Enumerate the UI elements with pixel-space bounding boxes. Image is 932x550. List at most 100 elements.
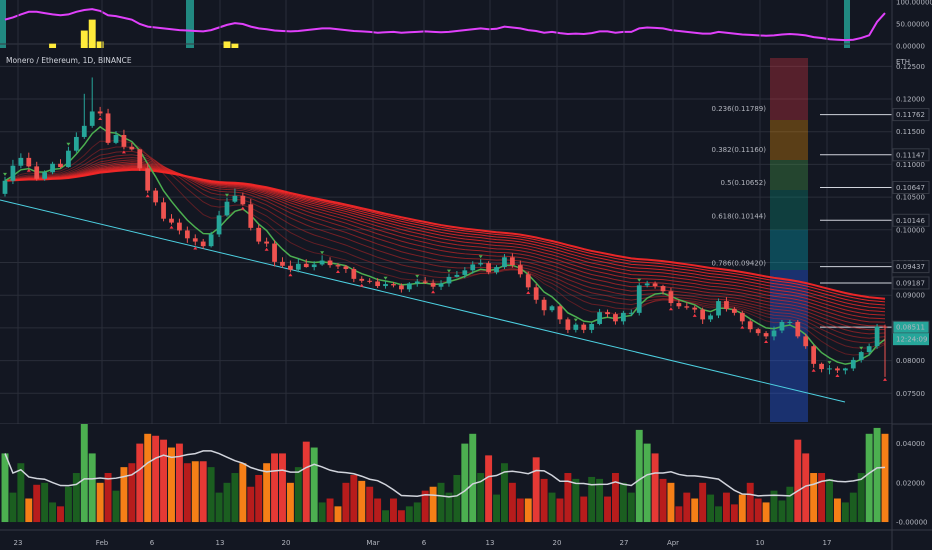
vol-bar — [421, 490, 429, 523]
vol-bar — [564, 473, 572, 523]
sell-marker — [335, 270, 340, 274]
time-tick-10: Apr — [667, 539, 679, 547]
candle — [399, 283, 404, 293]
vol-bar — [691, 498, 699, 523]
vol-bar — [580, 496, 588, 523]
candle — [264, 237, 269, 247]
vol-bar — [96, 482, 104, 523]
candle — [161, 197, 166, 222]
vol-bar — [873, 427, 881, 523]
sell-marker — [431, 290, 436, 294]
vol-bar — [675, 506, 683, 523]
vol-bar — [279, 453, 286, 523]
candle — [184, 226, 190, 243]
time-tick-12: 17 — [823, 539, 832, 547]
candle — [882, 324, 888, 377]
candle — [422, 276, 428, 285]
countdown: 12:24:09 — [896, 336, 927, 344]
vol-bar — [429, 486, 437, 523]
osc-highlight-left — [0, 0, 6, 48]
candle — [97, 106, 103, 117]
candle — [10, 159, 16, 185]
candle — [327, 257, 333, 268]
candle — [525, 271, 531, 290]
candle — [874, 323, 880, 349]
vol-bar — [477, 473, 485, 523]
candle — [192, 234, 198, 246]
price-tick-9: 0.08000 — [896, 357, 925, 365]
vol-bar — [397, 510, 405, 523]
vol-bar — [334, 506, 342, 523]
svg-text:0.08511: 0.08511 — [896, 324, 925, 332]
vol-bar — [841, 502, 849, 523]
vol-bar — [643, 443, 651, 523]
sell-marker — [359, 283, 364, 287]
vol-bar — [524, 498, 532, 523]
main-pane: 0.236(0.11789) 0.382(0.11160) 0.5(0.10652)… — [0, 0, 932, 524]
time-tick-11: 10 — [756, 539, 765, 547]
candle — [486, 261, 491, 275]
vol-bar — [358, 480, 366, 523]
candle — [216, 210, 222, 237]
vol-bar — [596, 478, 604, 523]
vol-bar — [833, 498, 841, 523]
vol-bar — [239, 463, 247, 523]
vol-bar — [263, 463, 271, 523]
svg-text:0.11762: 0.11762 — [896, 111, 925, 119]
candle — [177, 218, 182, 235]
candle — [145, 163, 151, 194]
osc-bar — [96, 41, 104, 48]
vol-bar — [286, 482, 294, 523]
candle — [66, 146, 71, 168]
candle — [113, 131, 119, 145]
buy-marker — [478, 255, 483, 259]
vol-bar — [881, 433, 889, 523]
axis-price-label-2: 0.10647 — [892, 181, 930, 195]
buy-marker — [66, 142, 71, 146]
candle — [819, 362, 824, 373]
candle — [700, 307, 706, 324]
axis-price-label-3: 0.10146 — [892, 213, 930, 227]
candle — [827, 365, 832, 375]
sell-marker — [811, 368, 816, 372]
candle — [359, 276, 365, 283]
buy-marker — [827, 361, 832, 365]
time-tick-3: 13 — [216, 539, 225, 547]
candle — [739, 310, 745, 325]
vol-bar — [556, 498, 564, 523]
vol-bar — [160, 439, 168, 523]
candle — [375, 278, 380, 288]
candle — [288, 260, 293, 273]
vol-bar — [778, 500, 786, 523]
sell-marker — [26, 168, 31, 172]
candle — [42, 170, 48, 181]
svg-text:0.09187: 0.09187 — [896, 279, 925, 287]
osc-bar — [80, 30, 88, 48]
candle — [771, 326, 777, 341]
candle — [502, 254, 507, 270]
candle — [621, 310, 626, 325]
candle — [842, 367, 848, 375]
candle — [169, 214, 174, 225]
vol-bar — [786, 486, 794, 523]
price-tick-4: 0.10500 — [896, 194, 925, 202]
price-tick-2: 0.11500 — [896, 128, 925, 136]
candle — [311, 261, 317, 271]
candle — [652, 281, 658, 289]
vol-bar — [865, 433, 873, 523]
candle — [224, 197, 230, 217]
candle — [406, 282, 412, 292]
vol-bar — [128, 463, 136, 523]
vol-bar — [730, 504, 738, 523]
vol-bar — [818, 473, 826, 523]
eth-label: ETH — [896, 58, 910, 66]
vol-bar — [271, 453, 279, 523]
candle — [248, 199, 254, 231]
candle — [129, 142, 135, 151]
vol-bar — [715, 506, 722, 523]
support-trendline[interactable] — [0, 199, 846, 403]
candle — [533, 284, 539, 304]
candle — [835, 366, 840, 373]
candle — [256, 224, 262, 245]
